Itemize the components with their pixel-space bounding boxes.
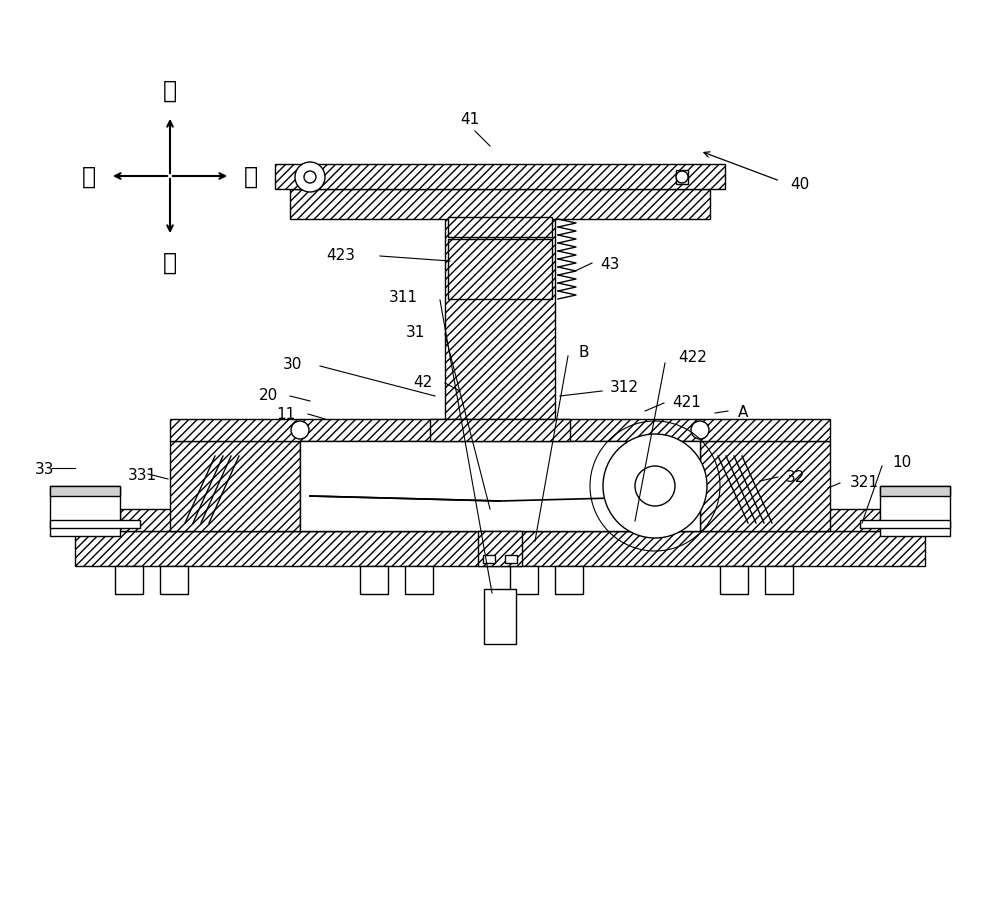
Bar — [300, 442, 700, 531]
Circle shape — [291, 422, 309, 439]
Bar — [120, 509, 880, 531]
Bar — [405, 567, 433, 594]
Bar — [360, 567, 388, 594]
Bar — [880, 486, 950, 537]
Bar — [505, 556, 517, 563]
Bar — [765, 567, 793, 594]
Bar — [860, 520, 950, 528]
Text: 41: 41 — [460, 112, 480, 127]
Bar — [75, 531, 925, 567]
Bar — [50, 486, 120, 496]
Circle shape — [295, 163, 325, 193]
Text: 421: 421 — [672, 394, 701, 409]
Bar — [484, 589, 516, 644]
Circle shape — [603, 435, 707, 538]
Text: 321: 321 — [850, 474, 879, 489]
Bar — [50, 520, 140, 528]
Bar — [700, 442, 830, 531]
Bar — [720, 567, 748, 594]
Text: 11: 11 — [277, 406, 296, 421]
Text: 42: 42 — [413, 374, 432, 389]
Text: 上: 上 — [163, 79, 177, 103]
Bar — [510, 567, 538, 594]
Bar — [483, 556, 495, 563]
Text: 32: 32 — [786, 469, 805, 484]
Bar — [448, 218, 552, 238]
Circle shape — [304, 172, 316, 184]
Text: 331: 331 — [128, 467, 157, 482]
Text: 422: 422 — [678, 349, 707, 364]
Text: 40: 40 — [790, 177, 809, 191]
Bar — [170, 442, 300, 531]
Text: B: B — [578, 344, 588, 359]
Bar — [160, 567, 188, 594]
Circle shape — [635, 466, 675, 507]
Circle shape — [691, 422, 709, 439]
Bar — [676, 171, 688, 185]
Bar — [880, 486, 950, 496]
Bar — [115, 567, 143, 594]
Circle shape — [676, 172, 688, 184]
Text: 31: 31 — [406, 324, 425, 339]
Bar — [555, 567, 583, 594]
Bar — [290, 189, 710, 220]
Text: 312: 312 — [610, 379, 639, 394]
Bar — [50, 486, 120, 537]
Text: 33: 33 — [35, 461, 54, 476]
Text: 20: 20 — [259, 387, 278, 402]
Text: 下: 下 — [163, 251, 177, 275]
Text: 左: 左 — [244, 165, 258, 189]
Bar — [445, 220, 555, 420]
Bar — [478, 531, 522, 567]
Text: 43: 43 — [600, 256, 619, 271]
Bar — [275, 165, 725, 189]
Text: 10: 10 — [892, 454, 911, 469]
Bar — [448, 240, 552, 300]
Text: 423: 423 — [326, 247, 355, 262]
Text: A: A — [738, 404, 748, 419]
Text: 30: 30 — [283, 356, 302, 371]
Text: 311: 311 — [389, 289, 418, 304]
Bar — [170, 420, 830, 442]
Bar — [430, 420, 570, 442]
Text: 右: 右 — [82, 165, 96, 189]
